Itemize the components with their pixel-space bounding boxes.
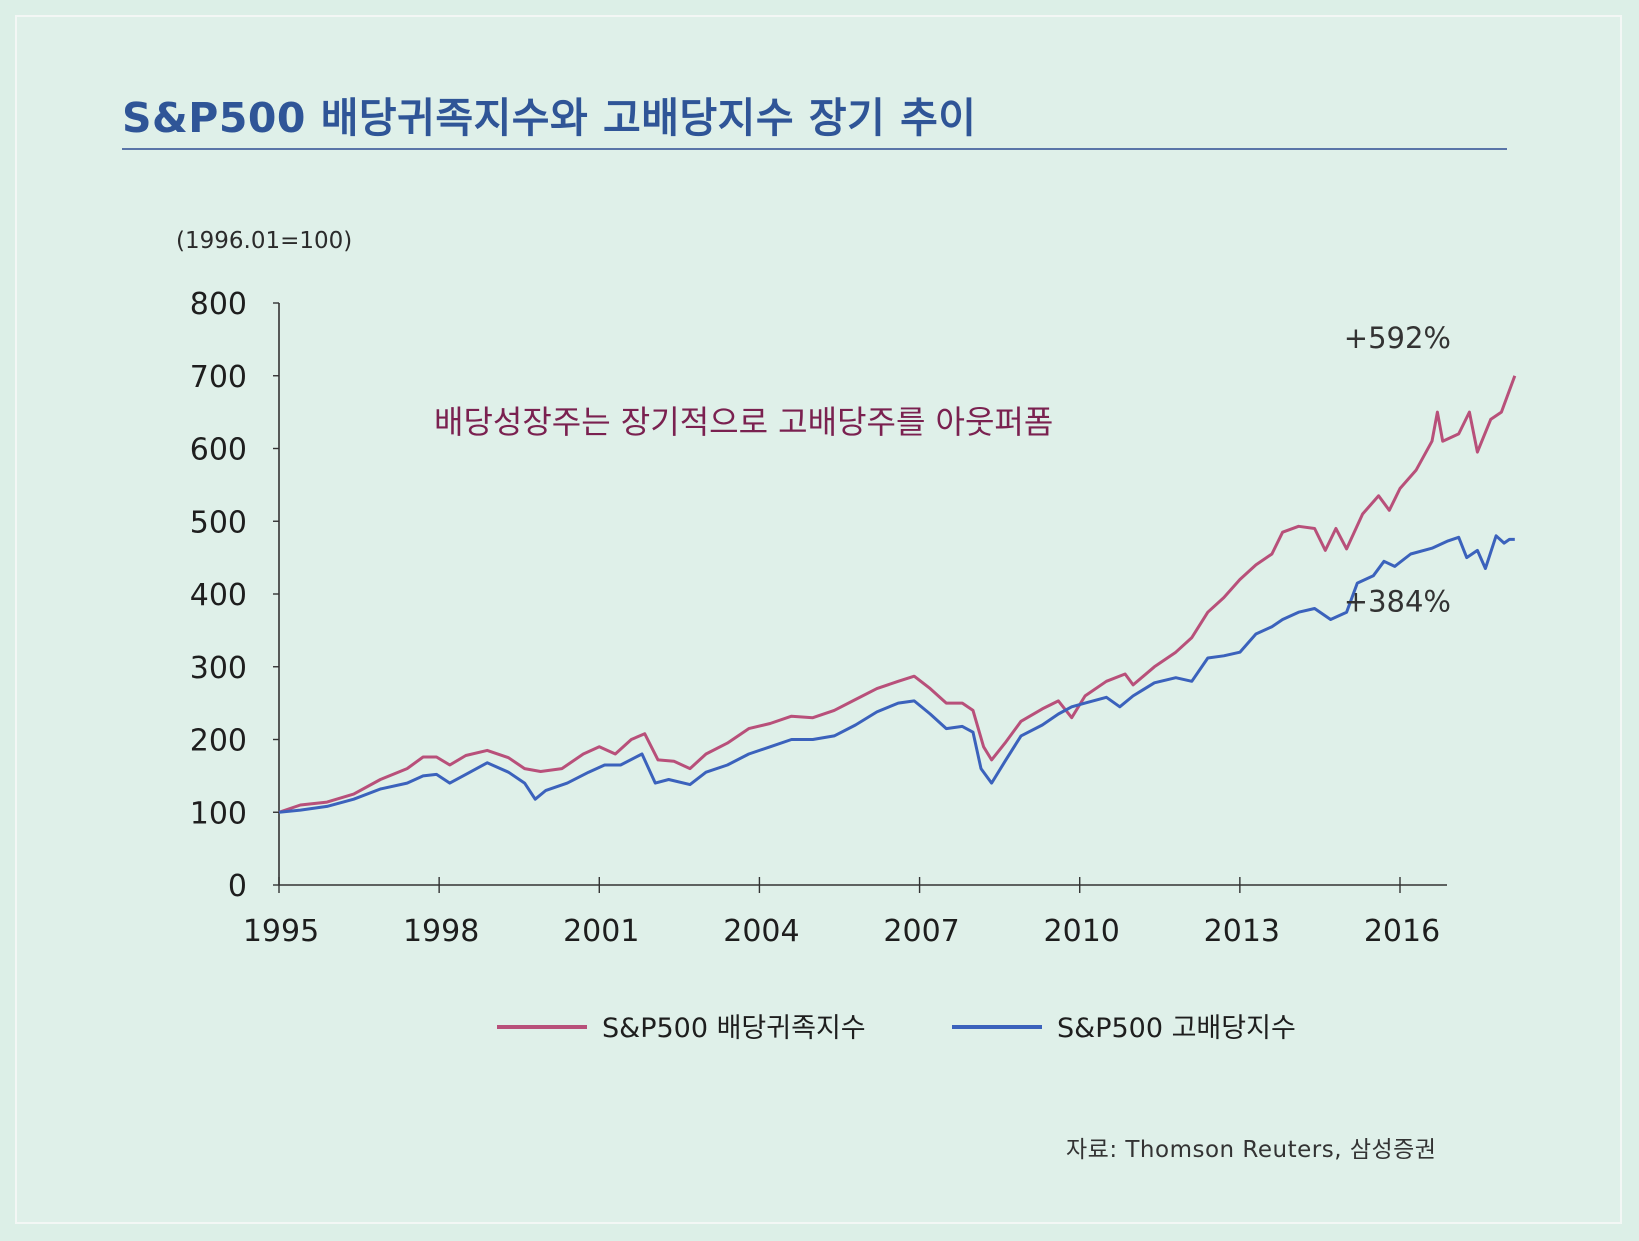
x-tick-label: 2016 <box>1364 914 1440 949</box>
chart-legend: S&P500 배당귀족지수 S&P500 고배당지수 <box>497 1013 1296 1044</box>
chart-series: +592% +384% <box>278 321 1517 814</box>
chart-axes: 0 100 200 300 400 500 600 700 800 1995 1998 2001 200… <box>190 287 1447 949</box>
chart-annotation: 배당성장주는 장기적으로 고배당주를 아웃퍼폼 <box>434 403 1053 441</box>
chart-frame <box>15 15 1622 1224</box>
x-tick-label: 2007 <box>883 914 959 949</box>
y-tick-label: 200 <box>190 724 247 759</box>
legend-label-1: S&P500 배당귀족지수 <box>602 1013 866 1044</box>
y-tick-label: 300 <box>190 651 247 686</box>
series-line-1 <box>278 375 1517 814</box>
x-tick-label: 2010 <box>1044 914 1120 949</box>
y-tick-label: 800 <box>190 287 247 322</box>
x-tick-label: 2001 <box>563 914 639 949</box>
x-tick-label: 2013 <box>1204 914 1280 949</box>
x-tick-label: 1995 <box>243 914 319 949</box>
y-tick-label: 0 <box>228 869 247 904</box>
page-title: S&P500 배당귀족지수와 고배당지수 장기 추이 <box>122 94 977 142</box>
series-end-label-1: +592% <box>1344 321 1451 355</box>
y-unit-label: (1996.01=100) <box>176 228 353 254</box>
series-line-2 <box>278 534 1515 814</box>
legend-label-2: S&P500 고배당지수 <box>1057 1013 1296 1044</box>
title-divider <box>122 148 1507 150</box>
y-tick-label: 400 <box>190 578 247 613</box>
y-tick-label: 100 <box>190 796 247 831</box>
x-tick-label: 2004 <box>723 914 799 949</box>
series-end-label-2: +384% <box>1344 584 1451 618</box>
x-tick-label: 1998 <box>403 914 479 949</box>
y-tick-label: 500 <box>190 505 247 540</box>
y-tick-label: 600 <box>190 433 247 468</box>
source-note: 자료: Thomson Reuters, 삼성증권 <box>1066 1137 1437 1163</box>
y-tick-label: 700 <box>190 360 247 395</box>
